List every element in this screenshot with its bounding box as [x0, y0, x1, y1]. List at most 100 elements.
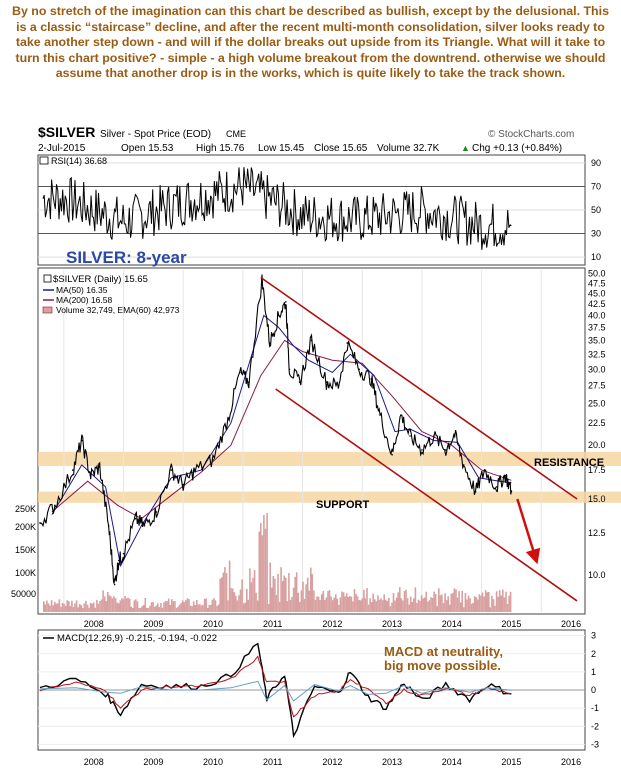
macd-x-tick-label: 2010: [203, 757, 223, 767]
volume-bar: [125, 598, 128, 612]
volume-bar: [277, 573, 279, 612]
price-tick-label: 35.0: [588, 335, 606, 345]
volume-bar: [85, 600, 87, 612]
volume-bar: [197, 604, 200, 612]
volume-bar: [291, 597, 293, 612]
volume-bar: [275, 594, 278, 612]
price-tick-label: 27.5: [588, 381, 606, 391]
volume-bar: [319, 600, 321, 612]
header-arrow: ▲: [461, 143, 470, 153]
volume-bar: [99, 601, 101, 612]
volume-bar: [320, 594, 323, 612]
volume-bar: [316, 596, 318, 612]
volume-bar: [64, 605, 67, 612]
volume-bar: [388, 598, 390, 612]
rsi-line: [42, 167, 512, 250]
volume-bar: [83, 603, 86, 612]
volume-bar: [105, 601, 107, 612]
volume-bar: [394, 600, 396, 612]
volume-bar: [272, 576, 275, 612]
volume-bar: [361, 598, 364, 612]
volume-bar: [374, 599, 376, 612]
price-x-tick-label: 2008: [84, 619, 104, 629]
volume-bar: [264, 528, 267, 612]
volume-bar: [177, 606, 179, 612]
volume-bar: [63, 603, 65, 612]
volume-bar: [149, 605, 151, 612]
volume-bar: [295, 572, 298, 612]
volume-bar: [175, 607, 178, 612]
volume-bar: [391, 602, 393, 612]
volume-bar: [117, 603, 120, 612]
legend-ma200: MA(200) 16.58: [56, 295, 112, 305]
volume-bar: [478, 594, 481, 612]
volume-bar: [47, 603, 50, 612]
price-x-tick-label: 2010: [203, 619, 223, 629]
volume-bar: [119, 600, 122, 612]
volume-bar: [481, 592, 484, 612]
macd-annotation-2: big move possible.: [384, 658, 501, 673]
volume-bar: [395, 597, 398, 612]
volume-bar: [285, 577, 287, 612]
volume-bar: [174, 601, 176, 612]
volume-bar: [189, 605, 192, 612]
volume-bar: [171, 599, 173, 612]
volume-bar: [442, 603, 445, 612]
volume-bar: [498, 590, 501, 612]
volume-bar: [166, 601, 168, 612]
volume-bar: [427, 601, 429, 612]
volume-bar: [486, 592, 488, 612]
price-tick-label: 37.5: [588, 323, 606, 333]
volume-bar: [286, 601, 289, 612]
price-point: [445, 449, 447, 451]
volume-bar: [260, 523, 262, 612]
volume-bar: [130, 606, 132, 612]
legend-price: $SILVER (Daily) 15.65: [53, 274, 148, 285]
volume-bar: [75, 600, 78, 612]
volume-bar: [139, 607, 142, 612]
header-close: Close 15.65: [314, 143, 368, 154]
volume-bar: [322, 590, 325, 612]
volume-bar: [489, 607, 492, 612]
price-tick-label: 42.5: [588, 299, 606, 309]
volume-bar: [306, 577, 309, 612]
volume-bar: [492, 599, 495, 612]
price-point: [409, 435, 411, 437]
symbol: $SILVER: [38, 124, 95, 140]
volume-bar: [222, 572, 225, 612]
volume-bar: [97, 603, 100, 612]
volume-bar: [305, 584, 307, 612]
volume-bar: [473, 596, 476, 612]
volume-bar: [141, 606, 143, 612]
volume-bar: [280, 567, 282, 612]
volume-bar: [107, 592, 109, 612]
price-point: [113, 583, 116, 586]
volume-bar: [231, 588, 234, 612]
volume-bar: [100, 599, 103, 612]
volume-bar: [114, 598, 117, 612]
volume-bar: [178, 604, 181, 612]
chart-header: $SILVER Silver - Spot Price (EOD) CME © …: [38, 124, 574, 154]
volume-bar: [413, 598, 415, 612]
volume-bar: [299, 602, 301, 612]
volume-bar: [121, 598, 123, 612]
volume-bar: [250, 582, 253, 612]
volume-bar: [509, 591, 512, 612]
volume-bar: [500, 595, 503, 612]
volume-bar: [448, 604, 451, 612]
volume-bar: [102, 590, 104, 612]
volume-bar: [255, 592, 257, 612]
volume-bar: [210, 604, 212, 612]
volume-bar: [431, 598, 434, 612]
volume-bar: [144, 598, 147, 612]
volume-bar: [453, 588, 456, 612]
volume-bar: [242, 603, 245, 612]
volume-bar: [444, 593, 446, 612]
volume-bar: [208, 604, 211, 612]
channel-lower-trendline: [275, 388, 578, 602]
volume-bar: [236, 600, 239, 612]
volume-bar: [333, 597, 335, 612]
volume-bar: [452, 592, 454, 612]
price-point: [170, 469, 173, 471]
macd-tick-label: 2: [591, 649, 596, 659]
